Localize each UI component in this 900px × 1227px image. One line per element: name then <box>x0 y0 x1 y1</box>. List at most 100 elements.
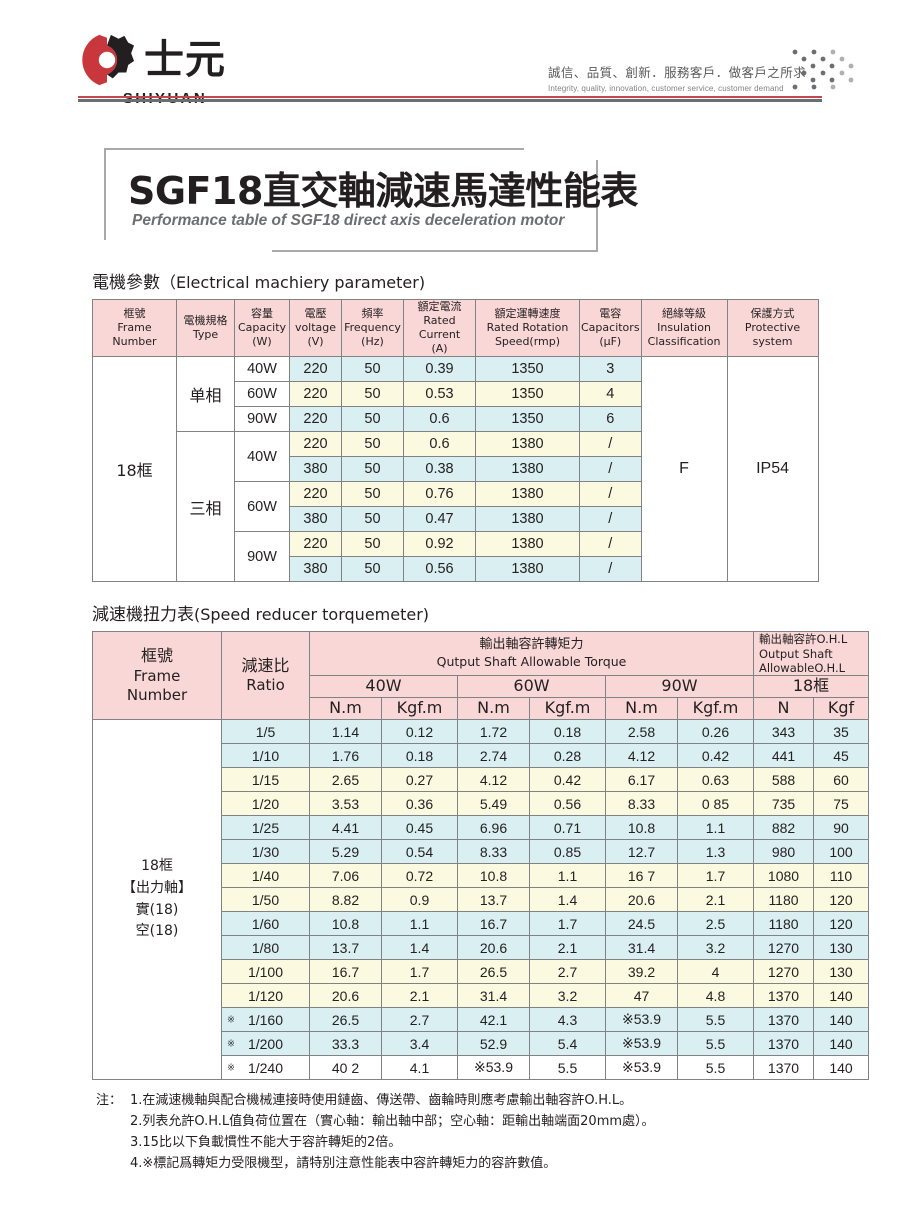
cell-frequency: 50 <box>341 381 404 408</box>
cell-frame-number: 18框 <box>92 356 177 583</box>
cell-frequency: 50 <box>341 506 404 533</box>
cell-frequency: 50 <box>341 456 404 483</box>
company-slogan: 誠信、品質、創新．服務客戶．做客戶之所求 Integrity, quality,… <box>548 62 806 93</box>
header-divider-red <box>78 96 822 98</box>
document-title-block: SGF18直交軸減速馬達性能表 Performance table of SGF… <box>104 146 664 254</box>
table-row: 1/10 1.76 0.18 2.74 0.28 4.12 0.42 441 45 <box>93 743 869 769</box>
cell-frequency: 50 <box>341 481 404 508</box>
cell-40w-kgfm: 1.4 <box>381 935 458 961</box>
slogan-chinese: 誠信、品質、創新．服務客戶．做客戶之所求 <box>548 65 807 80</box>
cell-60w-kgfm: 1.7 <box>529 911 606 937</box>
th2-unit-60w-kgfm: Kgf.m <box>529 697 606 721</box>
cell-ratio: 1/10 <box>221 743 310 769</box>
cell-capacitor: / <box>579 456 642 483</box>
cell-ohl-n: 588 <box>753 767 814 793</box>
cell-60w-nm: 13.7 <box>457 887 530 913</box>
table-row: 90W 220 50 0.6 1350 6 <box>93 406 819 433</box>
table-row: 1/100 16.7 1.7 26.5 2.7 39.2 4 1270 130 <box>93 959 869 985</box>
page-subtitle: Performance table of SGF18 direct axis d… <box>132 212 565 229</box>
table-row: ※ 1/200 33.3 3.4 52.9 5.4 ※53.9 5.5 1370 140 <box>93 1031 869 1057</box>
section1-caption-cn: 電機參數 <box>92 273 160 293</box>
footnotes: 注： 1.在減速機軸與配合機械連接時使用鏈齒、傳送帶、齒輪時則應考慮輸出軸容許O… <box>96 1090 900 1174</box>
page-header: 士元 SHIYUAN 誠信、品質、創新．服務客戶．做客戶之所求 Integrit… <box>0 0 900 108</box>
slogan-english: Integrity, quality, innovation, customer… <box>548 84 784 93</box>
footnote-item: 4.※標記爲轉矩力受限機型，請特別注意性能表中容許轉矩力的容許數值。 <box>130 1156 557 1172</box>
cell-ratio: 1/80 <box>221 935 310 961</box>
cell-capacitor: 3 <box>579 356 642 383</box>
table-row: 1/50 8.82 0.9 13.7 1.4 20.6 2.1 1180 120 <box>93 887 869 913</box>
cell-voltage: 220 <box>289 431 342 458</box>
cell-90w-kgfm: 3.2 <box>677 935 754 961</box>
th2-group-90w: 90W <box>605 675 754 699</box>
cell-90w-kgfm: 4.8 <box>677 983 754 1009</box>
title-frame-top <box>104 148 524 150</box>
table-row: 三相 40W 220 50 0.6 1380 / <box>93 431 819 583</box>
cell-current: 0.47 <box>403 506 476 533</box>
cell-ohl-n: 1370 <box>753 1055 814 1081</box>
cell-40w-kgfm: 2.1 <box>381 983 458 1009</box>
th2-unit-40w-nm: N.m <box>309 697 382 721</box>
cell-60w-kgfm: 0.71 <box>529 815 606 841</box>
cell-60w-nm: 42.1 <box>457 1007 530 1033</box>
th-frame-number: 框號 Frame Number <box>92 298 177 358</box>
cell-speed: 1380 <box>475 431 580 458</box>
cell-voltage: 220 <box>289 406 342 433</box>
cell-ratio: 1/25 <box>221 815 310 841</box>
table-row: 1/25 4.41 0.45 6.96 0.71 10.8 1.1 882 90 <box>93 815 869 841</box>
footnote-indent <box>96 1153 130 1174</box>
cell-ohl-kgf: 130 <box>813 935 869 961</box>
cell-90w-nm: 12.7 <box>605 839 678 865</box>
table1-header-row: 框號 Frame Number 電機規格 Type 容量 Capacity (W… <box>92 298 819 358</box>
table-row: 1/15 2.65 0.27 4.12 0.42 6.17 0.63 588 60 <box>93 767 869 793</box>
th2-unit-90w-nm: N.m <box>605 697 678 721</box>
cell-ratio: ※ 1/240 <box>221 1055 310 1081</box>
cell-ratio: 1/120 <box>221 983 310 1009</box>
cell-capacity: 90W <box>234 406 290 433</box>
cell-voltage: 220 <box>289 356 342 383</box>
th-type: 電機規格 Type <box>176 298 235 358</box>
title-frame-bottom <box>272 250 598 252</box>
cell-60w-nm: 31.4 <box>457 983 530 1009</box>
cell-60w-kgfm: 0.18 <box>529 719 606 745</box>
page-title: SGF18直交軸減速馬達性能表 <box>128 169 638 213</box>
cell-90w-kgfm: 1.7 <box>677 863 754 889</box>
cell-ohl-n: 735 <box>753 791 814 817</box>
cell-60w-kgfm: 3.2 <box>529 983 606 1009</box>
cell-40w-kgfm: 0.9 <box>381 887 458 913</box>
cell-40w-nm: 33.3 <box>309 1031 382 1057</box>
cell-90w-kgfm: 0.63 <box>677 767 754 793</box>
footnote-item: 1.在減速機軸與配合機械連接時使用鏈齒、傳送帶、齒輪時則應考慮輸出軸容許O.H.… <box>130 1093 633 1109</box>
cell-current: 0.56 <box>403 556 476 583</box>
cell-frequency: 50 <box>341 356 404 383</box>
cell-90w-kgfm: 2.5 <box>677 911 754 937</box>
cell-capacitor: / <box>579 556 642 583</box>
cell-frequency: 50 <box>341 531 404 558</box>
table-row: 380 50 0.56 1380 / <box>93 556 819 583</box>
cell-speed: 1380 <box>475 456 580 483</box>
limited-torque-marker-icon: ※ <box>227 1038 235 1050</box>
cell-capacity: 90W <box>234 531 290 583</box>
cell-current: 0.38 <box>403 456 476 483</box>
chevron-dots-decor-icon <box>792 49 854 90</box>
cell-40w-nm: 7.06 <box>309 863 382 889</box>
cell-90w-nm: 39.2 <box>605 959 678 985</box>
cell-ohl-n: 1180 <box>753 887 814 913</box>
cell-ohl-n: 343 <box>753 719 814 745</box>
cell-ratio: 1/100 <box>221 959 310 985</box>
cell-voltage: 220 <box>289 481 342 508</box>
cell-90w-nm: 6.17 <box>605 767 678 793</box>
logo-english-name: SHIYUAN <box>123 90 207 107</box>
cell-ohl-kgf: 35 <box>813 719 869 745</box>
cell-current: 0.39 <box>403 356 476 383</box>
table-row: 60W 220 50 0.76 1380 / <box>93 481 819 533</box>
section1-caption-en: （Electrical machiery parameter) <box>160 273 426 292</box>
cell-60w-kgfm: 1.1 <box>529 863 606 889</box>
cell-40w-kgfm: 3.4 <box>381 1031 458 1057</box>
cell-40w-nm: 1.76 <box>309 743 382 769</box>
cell-40w-nm: 2.65 <box>309 767 382 793</box>
cell-current: 0.6 <box>403 431 476 458</box>
cell-60w-kgfm: 4.3 <box>529 1007 606 1033</box>
cell-60w-nm: 6.96 <box>457 815 530 841</box>
section2-caption-en: (Speed reducer torquemeter) <box>194 605 430 625</box>
cell-40w-nm: 1.14 <box>309 719 382 745</box>
